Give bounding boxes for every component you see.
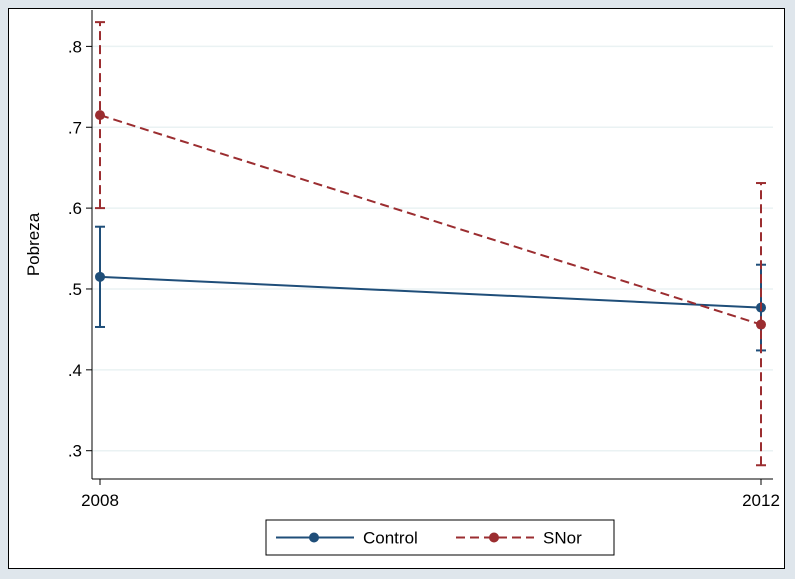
- legend-item-snor: SNor: [456, 529, 582, 548]
- x-tick-label: 2008: [81, 491, 119, 510]
- data-point: [95, 271, 105, 282]
- series-line: [99, 114, 762, 326]
- y-tick-label: .5: [68, 280, 82, 299]
- y-axis-label: Pobreza: [24, 212, 43, 276]
- series-snor: [95, 21, 766, 467]
- tick-labels: .3 .4 .5 .6 .7 .8 2008 2012: [68, 37, 780, 510]
- y-tick-label: .8: [68, 37, 82, 56]
- axes: [86, 10, 773, 485]
- legend-marker: [309, 532, 319, 543]
- grid-lines: [92, 45, 773, 452]
- y-tick-label: .7: [68, 118, 82, 137]
- x-tick-label: 2012: [742, 491, 780, 510]
- legend-label: Control: [363, 529, 418, 548]
- series-line: [99, 275, 762, 309]
- chart-frame: .3 .4 .5 .6 .7 .8 2008 2012 Pobreza Control SNor: [8, 8, 785, 569]
- data-point: [95, 110, 105, 121]
- series-control: [95, 225, 766, 352]
- y-tick-label: .4: [68, 361, 82, 380]
- legend-marker: [489, 532, 499, 543]
- line-chart: .3 .4 .5 .6 .7 .8 2008 2012 Pobreza Control SNor: [24, 10, 780, 556]
- series-group: [95, 21, 766, 467]
- y-tick-label: .3: [68, 442, 82, 461]
- y-tick-label: .6: [68, 199, 82, 218]
- legend-item-control: Control: [276, 529, 418, 548]
- legend-label: SNor: [543, 529, 582, 548]
- data-point: [756, 319, 766, 330]
- legend: Control SNor: [265, 519, 615, 556]
